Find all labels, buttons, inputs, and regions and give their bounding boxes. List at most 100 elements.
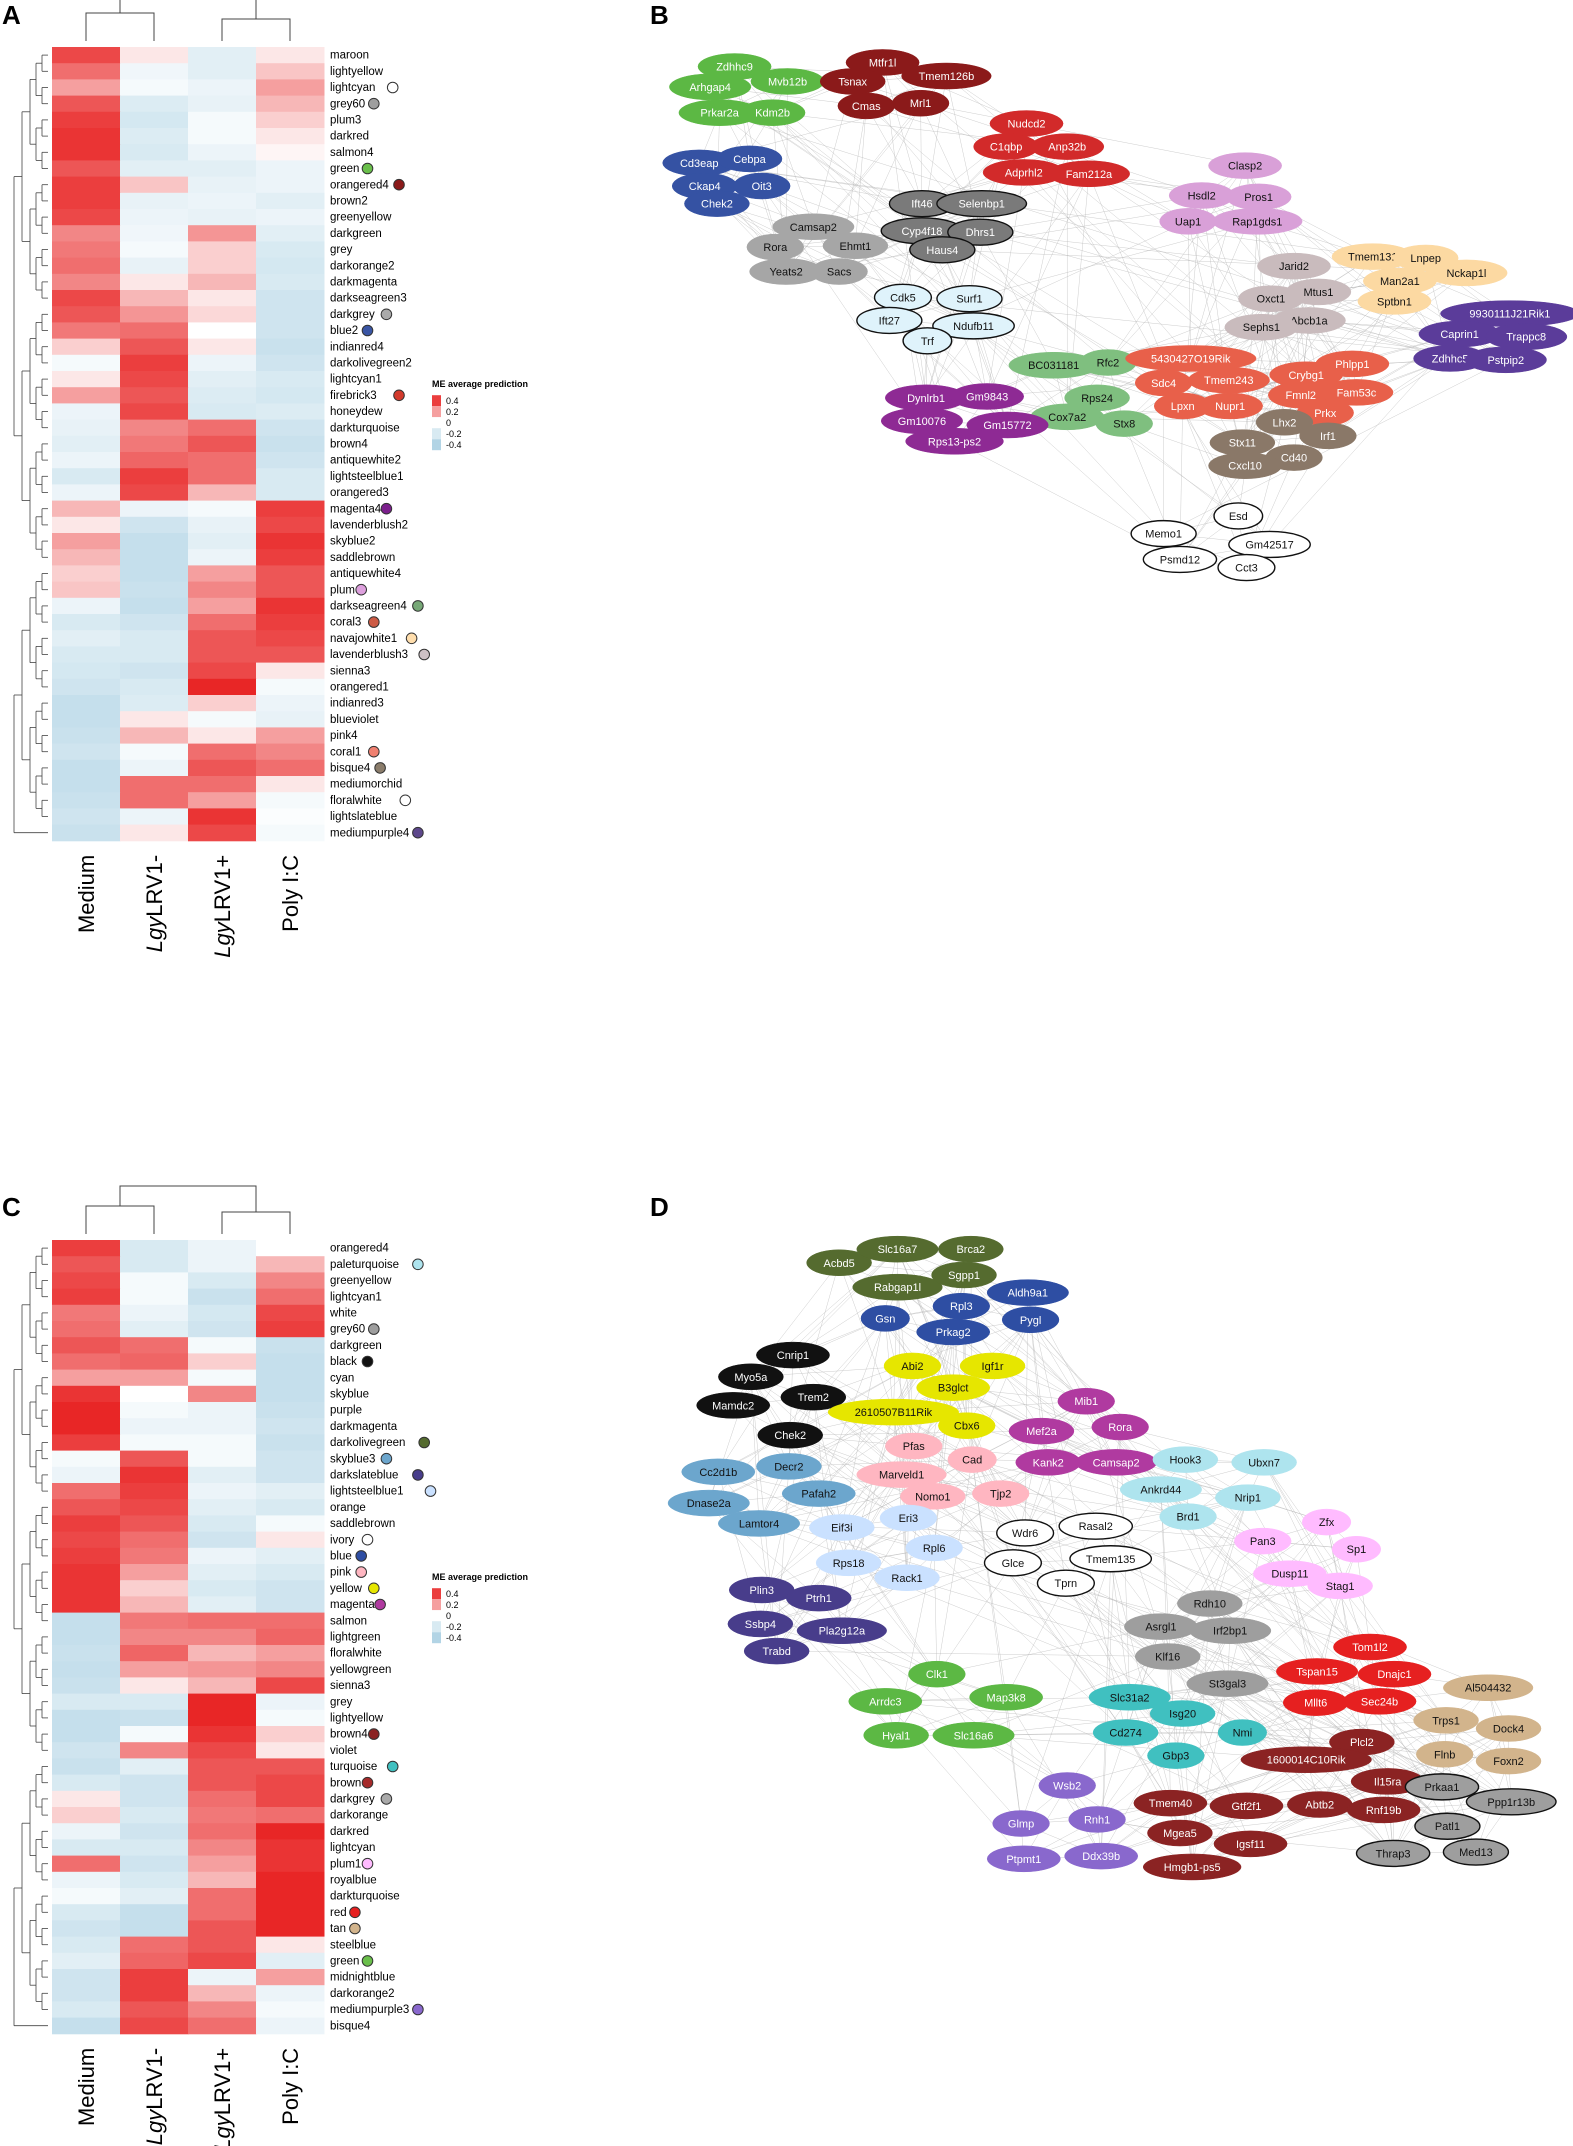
module-label: maroon bbox=[330, 50, 369, 62]
heatmap-cell bbox=[188, 47, 257, 64]
heatmap-cell bbox=[120, 1628, 189, 1646]
panel-label-a: A bbox=[2, 0, 21, 30]
module-label: lightyellow bbox=[330, 66, 384, 78]
heatmap-cell bbox=[52, 1742, 121, 1759]
heatmap-cell bbox=[120, 1920, 189, 1938]
heatmap-cell bbox=[256, 2017, 325, 2035]
gene-node bbox=[902, 327, 953, 355]
heatmap-cell bbox=[120, 1855, 189, 1873]
gene-label: Cc2d1b bbox=[699, 1467, 737, 1479]
heatmap-panel-a: maroon lightyellow lightcyan grey60 plum3 dar… bbox=[13, 0, 528, 958]
gene-node bbox=[1315, 350, 1390, 378]
gene-label: Tspan15 bbox=[1296, 1666, 1338, 1678]
heatmap-cell bbox=[256, 759, 325, 777]
heatmap-cell bbox=[256, 1385, 325, 1403]
heatmap-cell bbox=[52, 1402, 121, 1419]
gene-label: Igsf11 bbox=[1236, 1839, 1265, 1851]
gene-label: Mllt6 bbox=[1304, 1698, 1327, 1710]
heatmap-cell bbox=[52, 1807, 121, 1824]
heatmap-cell bbox=[52, 1709, 121, 1727]
heatmap-cell bbox=[120, 646, 189, 664]
heatmap-cell bbox=[256, 1871, 325, 1889]
gene-label: Cbx6 bbox=[954, 1421, 980, 1433]
heatmap-cell bbox=[120, 63, 189, 80]
heatmap-cell bbox=[256, 144, 325, 161]
network-edge bbox=[1244, 221, 1258, 466]
heatmap-cell bbox=[188, 1677, 257, 1695]
heatmap-cell bbox=[188, 1240, 257, 1257]
heatmap-cell bbox=[120, 1580, 189, 1597]
heatmap-cell bbox=[256, 678, 325, 696]
module-label: darkred bbox=[330, 131, 369, 143]
gene-node bbox=[909, 236, 976, 264]
heatmap-cell bbox=[52, 1450, 121, 1468]
module-label: plum bbox=[330, 584, 355, 596]
module-label: lavenderblush2 bbox=[330, 519, 408, 531]
network-edge bbox=[1170, 1781, 1388, 1804]
gene-node bbox=[969, 1684, 1043, 1711]
heatmap-cell bbox=[256, 1855, 325, 1873]
module-color-marker bbox=[361, 324, 374, 337]
gene-node bbox=[1001, 1306, 1060, 1334]
network-edge bbox=[792, 1354, 1096, 1527]
gene-label: Marveld1 bbox=[879, 1470, 924, 1482]
gene-node bbox=[1057, 1387, 1115, 1415]
gene-node bbox=[757, 1421, 823, 1449]
module-label: purple bbox=[330, 1405, 362, 1417]
network-edge bbox=[921, 146, 1007, 231]
column-dendrogram-left bbox=[85, 1205, 155, 1234]
gene-node bbox=[1465, 1788, 1557, 1816]
gene-node bbox=[1342, 1688, 1417, 1715]
heatmap-cell bbox=[188, 2001, 257, 2019]
gene-node bbox=[1058, 1512, 1134, 1540]
heatmap-cell bbox=[188, 776, 257, 793]
heatmap-cell bbox=[188, 808, 257, 826]
network-edge bbox=[790, 1365, 913, 1436]
legend-swatch bbox=[432, 406, 441, 418]
heatmap-cell bbox=[256, 403, 325, 421]
gene-label: Mrl1 bbox=[910, 98, 931, 110]
gene-node bbox=[1209, 1792, 1284, 1820]
heatmap-cell bbox=[188, 1661, 257, 1678]
heatmap-cell bbox=[188, 711, 257, 728]
gene-node bbox=[1413, 1707, 1479, 1734]
column-label: LgyLRV1- bbox=[142, 855, 167, 952]
gene-label: Sacs bbox=[827, 267, 852, 279]
gene-node bbox=[938, 1412, 996, 1439]
gene-label: Klf16 bbox=[1155, 1652, 1180, 1664]
module-color-marker bbox=[380, 502, 393, 515]
heatmap-cell bbox=[120, 1904, 189, 1921]
gene-label: Mib1 bbox=[1074, 1396, 1098, 1408]
heatmap-cell bbox=[256, 225, 325, 242]
gene-node bbox=[727, 1610, 794, 1638]
legend-tick: 0.4 bbox=[446, 396, 459, 406]
heatmap-cell bbox=[256, 776, 325, 793]
heatmap-cell bbox=[120, 1807, 189, 1824]
heatmap-cell bbox=[256, 1807, 325, 1824]
module-label: orangered4 bbox=[330, 1243, 389, 1255]
network-edge bbox=[966, 1425, 1026, 1534]
gene-label: Chek2 bbox=[701, 199, 733, 211]
module-label: navajowhite1 bbox=[330, 633, 397, 645]
heatmap-cell bbox=[120, 435, 189, 453]
module-label: lightcyan1 bbox=[330, 374, 382, 386]
gene-node bbox=[1224, 313, 1299, 341]
heatmap-cell bbox=[52, 1904, 121, 1921]
module-label: indianred4 bbox=[330, 341, 384, 353]
gene-label: Tmem126b bbox=[919, 71, 975, 83]
heatmap-cell bbox=[120, 695, 189, 712]
heatmap-cell bbox=[120, 338, 189, 356]
gene-node bbox=[684, 190, 750, 217]
gene-node bbox=[716, 145, 783, 173]
network-panel-b: Zdhhc9 Arhgap4 Mvb12b Prkar2a Kdm2b Mtfr1lTsn… bbox=[662, 49, 1573, 582]
heatmap-cell bbox=[120, 1240, 189, 1257]
heatmap-cell bbox=[52, 549, 121, 566]
heatmap-cell bbox=[256, 273, 325, 291]
network-edge bbox=[1101, 1702, 1316, 1857]
module-label: paleturquoise bbox=[330, 1259, 399, 1271]
heatmap-cell bbox=[52, 662, 121, 680]
heatmap-cell bbox=[52, 1580, 121, 1597]
gene-node bbox=[983, 1549, 1043, 1577]
module-color-marker bbox=[424, 1485, 437, 1497]
gene-node bbox=[852, 1273, 943, 1301]
